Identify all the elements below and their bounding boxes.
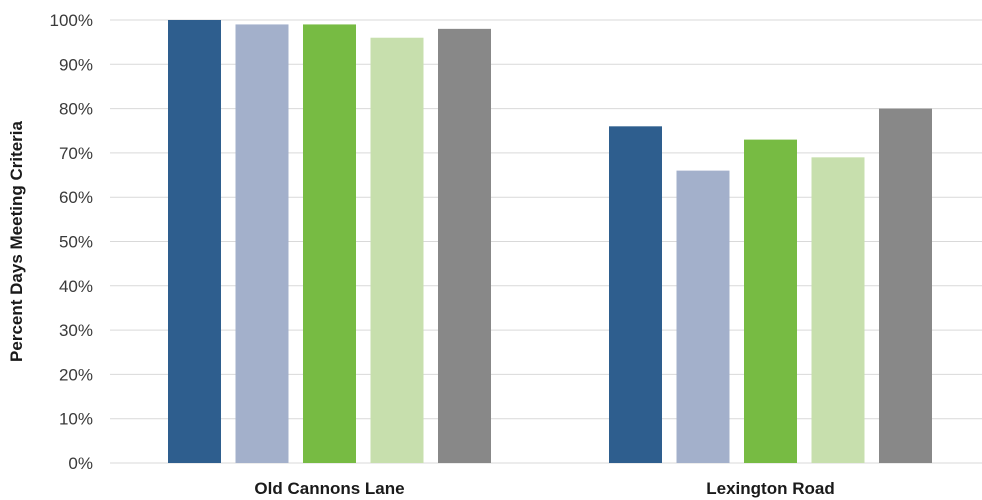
bar (370, 37, 424, 463)
y-axis-ticks: 0% 10% 20% 30% 40% 50% 60% 70% 80% 90% 100% (50, 11, 93, 473)
y-tick-label: 100% (50, 11, 93, 30)
y-tick-label: 80% (59, 100, 93, 119)
bar (879, 108, 932, 463)
y-axis-title: Percent Days Meeting Criteria (7, 120, 26, 361)
x-category-label: Old Cannons Lane (254, 479, 404, 498)
y-tick-label: 20% (59, 365, 93, 384)
y-tick-label: 60% (59, 188, 93, 207)
bar (438, 28, 491, 464)
y-tick-label: 90% (59, 55, 93, 74)
y-tick-label: 10% (59, 410, 93, 429)
y-tick-label: 70% (59, 144, 93, 163)
bar (303, 24, 356, 464)
bar (168, 20, 221, 463)
bar (676, 170, 730, 463)
x-category-label: Lexington Road (706, 479, 834, 498)
bar (811, 157, 865, 463)
y-tick-label: 0% (68, 454, 93, 473)
x-axis-categories: Old Cannons Lane Lexington Road (254, 479, 834, 498)
bars (168, 20, 932, 464)
y-tick-label: 30% (59, 321, 93, 340)
bar (744, 139, 797, 464)
y-tick-label: 50% (59, 233, 93, 252)
y-tick-label: 40% (59, 277, 93, 296)
bar (609, 126, 662, 463)
bar (235, 24, 289, 464)
